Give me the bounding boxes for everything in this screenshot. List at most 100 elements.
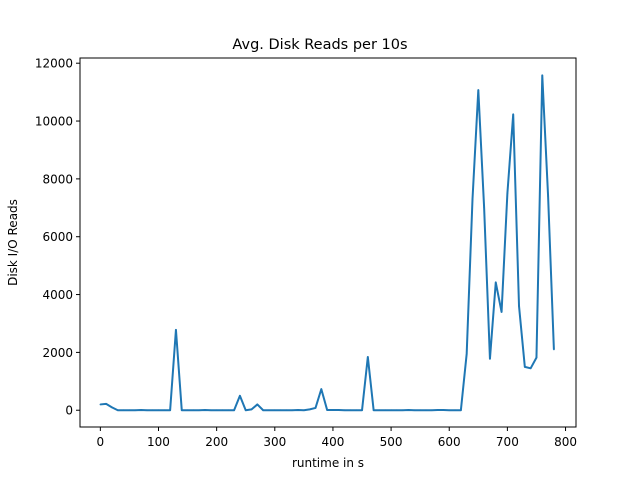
data-point: [256, 403, 259, 406]
data-point: [390, 409, 392, 412]
data-point: [407, 409, 410, 411]
data-point: [204, 409, 206, 411]
data-point: [326, 409, 328, 411]
x-tick-label: 0: [97, 435, 105, 449]
data-point: [308, 408, 311, 411]
data-point: [175, 329, 177, 331]
data-point: [529, 367, 532, 370]
data-point: [285, 409, 288, 412]
y-tick-label: 0: [65, 404, 73, 418]
data-point: [210, 409, 212, 412]
data-point: [361, 409, 363, 412]
data-point: [337, 409, 340, 411]
data-point: [157, 409, 160, 412]
data-point: [477, 89, 480, 91]
data-point: [489, 357, 491, 360]
data-point: [151, 409, 154, 412]
data-point: [506, 192, 509, 195]
data-point: [430, 409, 433, 412]
data-point: [279, 409, 282, 412]
x-tick-label: 500: [380, 435, 403, 449]
data-point: [483, 207, 485, 209]
data-point: [500, 311, 503, 313]
data-point: [465, 353, 468, 355]
data-point: [198, 409, 200, 412]
data-point: [384, 409, 387, 412]
data-point: [146, 409, 148, 412]
data-point: [180, 409, 183, 412]
data-point: [221, 409, 224, 412]
data-point: [111, 406, 113, 409]
y-tick-label: 2000: [42, 346, 73, 360]
data-point: [524, 366, 526, 368]
data-point: [320, 388, 323, 390]
data-point: [547, 195, 549, 198]
data-point: [273, 409, 276, 412]
x-tick-label: 700: [496, 435, 519, 449]
data-point: [134, 409, 137, 412]
y-tick-label: 6000: [42, 230, 73, 244]
x-tick-label: 400: [321, 435, 344, 449]
data-point: [169, 409, 171, 412]
y-tick-label: 8000: [42, 172, 73, 186]
data-point: [512, 113, 514, 116]
y-tick-label: 10000: [35, 115, 73, 129]
data-point: [471, 198, 474, 200]
x-tick-label: 200: [205, 435, 228, 449]
x-tick-label: 300: [263, 435, 286, 449]
data-point: [163, 409, 166, 412]
data-point: [227, 409, 230, 412]
data-point: [349, 409, 352, 412]
data-point: [192, 409, 195, 412]
data-point: [99, 403, 102, 406]
data-point: [239, 394, 241, 397]
data-point: [244, 409, 247, 412]
axis-ticks: 0 100 200 300 400 500 600 700 800020004000600080…: [35, 57, 577, 449]
x-tick-label: 800: [554, 435, 577, 449]
data-point: [128, 409, 131, 412]
data-point: [303, 409, 305, 412]
y-axis-label: Disk I/O Reads: [6, 199, 20, 286]
data-point: [233, 409, 235, 412]
data-point: [117, 409, 119, 412]
data-point: [122, 409, 125, 412]
axes-frame: [79, 57, 577, 428]
data-point: [553, 348, 555, 351]
data-point: [186, 409, 189, 412]
data-point: [460, 409, 462, 412]
data-point: [396, 409, 398, 412]
x-tick-label: 100: [147, 435, 170, 449]
data-point: [494, 281, 497, 284]
data-point: [436, 409, 439, 411]
data-point: [215, 409, 218, 412]
x-axis-label: runtime in s: [292, 456, 364, 470]
data-point: [140, 409, 142, 411]
data-point: [454, 409, 456, 412]
data-point: [314, 407, 317, 409]
data-point: [535, 356, 538, 359]
y-tick-label: 12000: [35, 57, 73, 71]
data-point: [401, 409, 404, 412]
plot-area: [99, 74, 555, 412]
data-point: [262, 409, 264, 412]
y-tick-label: 4000: [42, 288, 73, 302]
x-tick-label: 600: [438, 435, 461, 449]
data-point: [297, 409, 299, 411]
data-point: [518, 305, 520, 307]
data-point: [250, 408, 253, 411]
data-point: [541, 74, 544, 77]
data-point: [105, 403, 107, 405]
chart-title: Avg. Disk Reads per 10s: [232, 37, 407, 53]
data-point: [291, 409, 294, 412]
data-point: [372, 409, 375, 412]
data-point: [448, 409, 451, 412]
data-point: [332, 409, 334, 411]
data-point: [378, 409, 381, 412]
data-point: [367, 356, 369, 358]
data-point: [425, 409, 427, 412]
data-point: [268, 409, 270, 412]
data-point: [413, 409, 416, 412]
data-point: [442, 409, 445, 411]
